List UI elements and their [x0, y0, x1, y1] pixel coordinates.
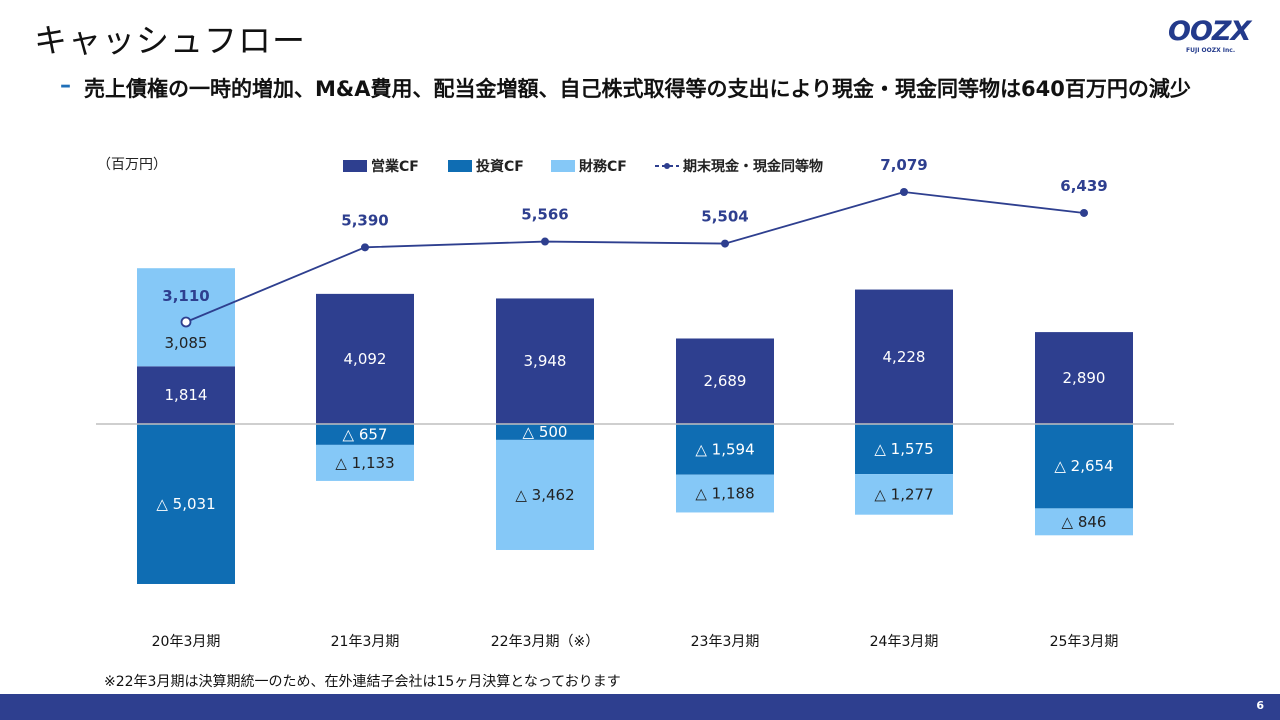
page-number: 6	[1256, 699, 1264, 712]
bottom-bar	[0, 694, 1280, 720]
cash-point-5	[1080, 208, 1088, 217]
bar-label-2-4: △ 1,277	[874, 485, 933, 503]
legend-line-marker	[664, 163, 670, 169]
category-label-2: 22年3月期（※）	[491, 634, 599, 650]
category-label-1: 21年3月期	[331, 634, 400, 650]
cash-point-4	[900, 188, 908, 196]
bar-1-3	[676, 424, 774, 475]
category-label-0: 20年3月期	[152, 634, 221, 650]
cash-point-0	[180, 316, 192, 328]
bar-1-5	[1035, 424, 1133, 509]
cash-label-0: 3,110	[162, 287, 209, 305]
cash-label-5: 6,439	[1060, 177, 1107, 195]
bar-label-2-2: △ 3,462	[515, 486, 574, 504]
bar-1-0	[137, 424, 235, 584]
bar-label-2-1: △ 1,133	[335, 454, 394, 472]
category-label-3: 23年3月期	[691, 634, 760, 650]
bar-label-0-4: 4,228	[883, 348, 926, 366]
bar-0-4	[855, 289, 953, 424]
bar-label-0-1: 4,092	[344, 350, 387, 368]
footnote: ※22年3月期は決算期統一のため、在外連結子会社は15ヶ月決算となっております	[104, 674, 621, 690]
bar-0-5	[1035, 332, 1133, 424]
cash-label-2: 5,566	[521, 206, 568, 224]
bar-2-3	[676, 474, 774, 513]
cash-line	[185, 191, 1085, 323]
logo-subtext: FUJI OOZX Inc.	[1186, 47, 1236, 54]
bar-label-2-5: △ 846	[1062, 513, 1107, 531]
bar-label-2-3: △ 1,188	[695, 485, 754, 503]
unit-label: （百万円）	[97, 157, 167, 173]
cash-point-3	[721, 239, 729, 248]
bar-label-0-5: 2,890	[1063, 369, 1106, 387]
bar-0-3	[676, 338, 774, 424]
bar-0-2	[496, 298, 594, 424]
bar-2-1	[316, 444, 414, 481]
cashflow-chart: （百万円） 営業CF 投資CF 財務CF 期末現金・現金同等物 1,814 △ 5,031 3…	[96, 156, 1174, 650]
bar-label-1-2: △ 500	[523, 423, 568, 441]
legend-swatch-0	[343, 160, 367, 172]
logo-mark: OOZX	[1168, 16, 1251, 47]
bar-label-1-3: △ 1,594	[695, 440, 754, 458]
legend-label-2: 財務CF	[578, 158, 627, 175]
cash-point-1	[361, 243, 369, 252]
legend-label-0: 営業CF	[371, 158, 419, 175]
legend-swatch-2	[551, 160, 575, 172]
legend-label-line: 期末現金・現金同等物	[683, 158, 823, 175]
cash-label-1: 5,390	[341, 211, 388, 229]
bar-0-0	[137, 366, 235, 424]
bar-2-4	[855, 474, 953, 515]
bar-1-4	[855, 424, 953, 475]
bar-label-0-2: 3,948	[524, 352, 567, 370]
cash-point-2	[541, 237, 549, 246]
bar-2-5	[1035, 508, 1133, 536]
cash-label-4: 7,079	[880, 156, 927, 174]
bar-label-1-4: △ 1,575	[874, 440, 933, 458]
subtitle-dash: –	[60, 73, 71, 98]
page-title: キャッシュフロー	[34, 21, 306, 60]
bar-label-0-3: 2,689	[704, 372, 747, 390]
category-label-5: 25年3月期	[1050, 634, 1119, 650]
legend-swatch-1	[448, 160, 472, 172]
bar-label-1-5: △ 2,654	[1054, 457, 1113, 475]
bar-1-2	[496, 424, 594, 440]
bar-label-1-1: △ 657	[343, 425, 388, 443]
subtitle: 売上債権の一時的増加、M&A費用、配当金増額、自己株式取得等の支出により現金・現…	[84, 77, 1191, 101]
bar-label-0-0: 1,814	[165, 386, 208, 404]
legend-label-1: 投資CF	[476, 158, 524, 175]
bar-1-1	[316, 424, 414, 445]
bar-label-2-0: 3,085	[165, 334, 208, 352]
bar-0-1	[316, 293, 414, 424]
bar-label-1-0: △ 5,031	[156, 495, 215, 513]
company-logo: OOZX FUJI OOZX Inc.	[1168, 18, 1258, 58]
cash-label-3: 5,504	[701, 208, 748, 226]
category-label-4: 24年3月期	[870, 634, 939, 650]
bar-2-2	[496, 439, 594, 550]
